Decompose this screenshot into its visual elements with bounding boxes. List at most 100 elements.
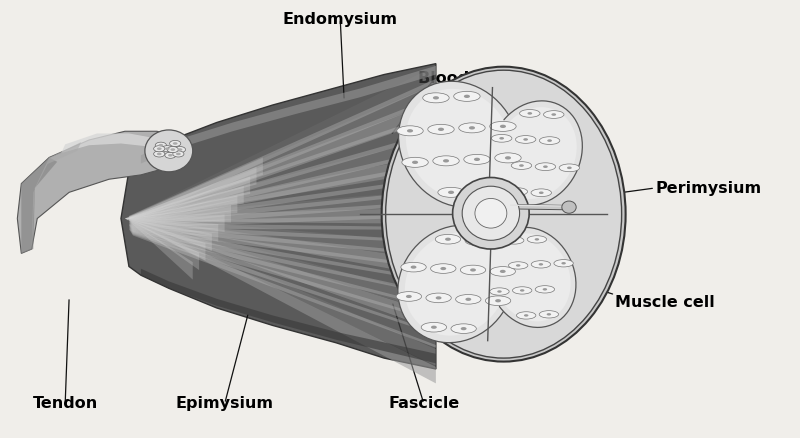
Ellipse shape — [398, 82, 519, 208]
Polygon shape — [129, 217, 436, 384]
Ellipse shape — [451, 324, 476, 334]
Ellipse shape — [491, 135, 512, 143]
Polygon shape — [125, 219, 218, 242]
Circle shape — [436, 297, 442, 300]
Circle shape — [515, 191, 520, 194]
Ellipse shape — [489, 102, 582, 206]
Polygon shape — [125, 219, 199, 270]
Ellipse shape — [535, 286, 554, 293]
Circle shape — [551, 114, 556, 117]
Ellipse shape — [453, 178, 529, 250]
Circle shape — [519, 165, 524, 167]
Ellipse shape — [386, 71, 622, 358]
Polygon shape — [129, 191, 436, 221]
Polygon shape — [129, 201, 436, 228]
Ellipse shape — [554, 260, 574, 267]
Circle shape — [154, 152, 165, 158]
Polygon shape — [129, 229, 436, 335]
Circle shape — [410, 266, 417, 269]
Ellipse shape — [454, 92, 480, 102]
Circle shape — [470, 269, 476, 272]
Text: Fascicle: Fascicle — [388, 396, 459, 410]
Polygon shape — [129, 173, 436, 221]
Circle shape — [445, 238, 451, 241]
Ellipse shape — [464, 155, 490, 165]
Polygon shape — [129, 217, 436, 295]
Ellipse shape — [397, 127, 423, 137]
Polygon shape — [125, 158, 263, 220]
Circle shape — [174, 147, 186, 153]
Polygon shape — [510, 205, 567, 207]
Ellipse shape — [422, 323, 446, 332]
Polygon shape — [129, 155, 436, 221]
Polygon shape — [129, 225, 436, 269]
Polygon shape — [129, 163, 436, 226]
Polygon shape — [129, 149, 436, 225]
Polygon shape — [129, 226, 436, 296]
Polygon shape — [141, 67, 436, 164]
Ellipse shape — [507, 188, 527, 196]
Ellipse shape — [486, 296, 510, 306]
Circle shape — [168, 155, 173, 157]
Ellipse shape — [531, 190, 551, 197]
Circle shape — [167, 147, 178, 153]
Polygon shape — [129, 132, 436, 224]
Polygon shape — [129, 217, 436, 366]
Circle shape — [173, 143, 178, 145]
Circle shape — [474, 240, 481, 243]
Circle shape — [466, 298, 471, 301]
Polygon shape — [510, 205, 567, 210]
Ellipse shape — [460, 265, 486, 275]
Circle shape — [178, 149, 182, 152]
Polygon shape — [129, 230, 436, 348]
Polygon shape — [129, 224, 436, 244]
Ellipse shape — [531, 261, 550, 268]
Ellipse shape — [426, 293, 451, 303]
Ellipse shape — [469, 187, 495, 196]
Ellipse shape — [517, 312, 536, 319]
Circle shape — [469, 127, 475, 130]
Circle shape — [516, 265, 521, 267]
Polygon shape — [129, 102, 436, 221]
Ellipse shape — [509, 262, 528, 269]
Polygon shape — [121, 64, 436, 369]
Polygon shape — [125, 205, 231, 223]
Circle shape — [500, 270, 506, 273]
Text: Tendon: Tendon — [33, 396, 98, 410]
Circle shape — [527, 113, 532, 115]
Polygon shape — [129, 191, 436, 227]
Text: Epimysium: Epimysium — [176, 396, 274, 410]
Ellipse shape — [515, 136, 536, 144]
Text: Muscle cell: Muscle cell — [615, 294, 715, 309]
Polygon shape — [18, 132, 177, 254]
Polygon shape — [129, 178, 436, 226]
Circle shape — [431, 326, 437, 329]
Circle shape — [543, 166, 548, 169]
Circle shape — [440, 267, 446, 271]
Circle shape — [546, 313, 551, 316]
Ellipse shape — [406, 90, 512, 201]
Circle shape — [412, 161, 418, 165]
Ellipse shape — [458, 124, 485, 134]
Ellipse shape — [539, 311, 558, 318]
Polygon shape — [125, 177, 250, 220]
Ellipse shape — [405, 233, 506, 336]
Circle shape — [154, 146, 165, 152]
Circle shape — [539, 192, 544, 194]
Ellipse shape — [494, 153, 521, 163]
Circle shape — [170, 141, 181, 147]
Polygon shape — [129, 217, 436, 260]
Circle shape — [523, 139, 528, 141]
Polygon shape — [125, 219, 212, 251]
Circle shape — [162, 146, 173, 152]
Ellipse shape — [539, 138, 560, 145]
Circle shape — [567, 167, 572, 170]
Polygon shape — [22, 158, 57, 254]
Ellipse shape — [465, 236, 490, 246]
Polygon shape — [125, 219, 206, 261]
Polygon shape — [129, 217, 436, 242]
Circle shape — [407, 130, 413, 133]
Text: Endomysium: Endomysium — [282, 12, 398, 27]
Circle shape — [498, 291, 502, 293]
Ellipse shape — [493, 234, 570, 321]
